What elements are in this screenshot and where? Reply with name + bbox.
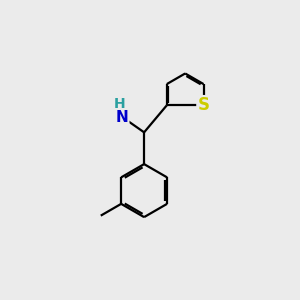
Text: S: S [197, 96, 209, 114]
Text: H: H [114, 97, 126, 111]
Text: N: N [116, 110, 129, 124]
